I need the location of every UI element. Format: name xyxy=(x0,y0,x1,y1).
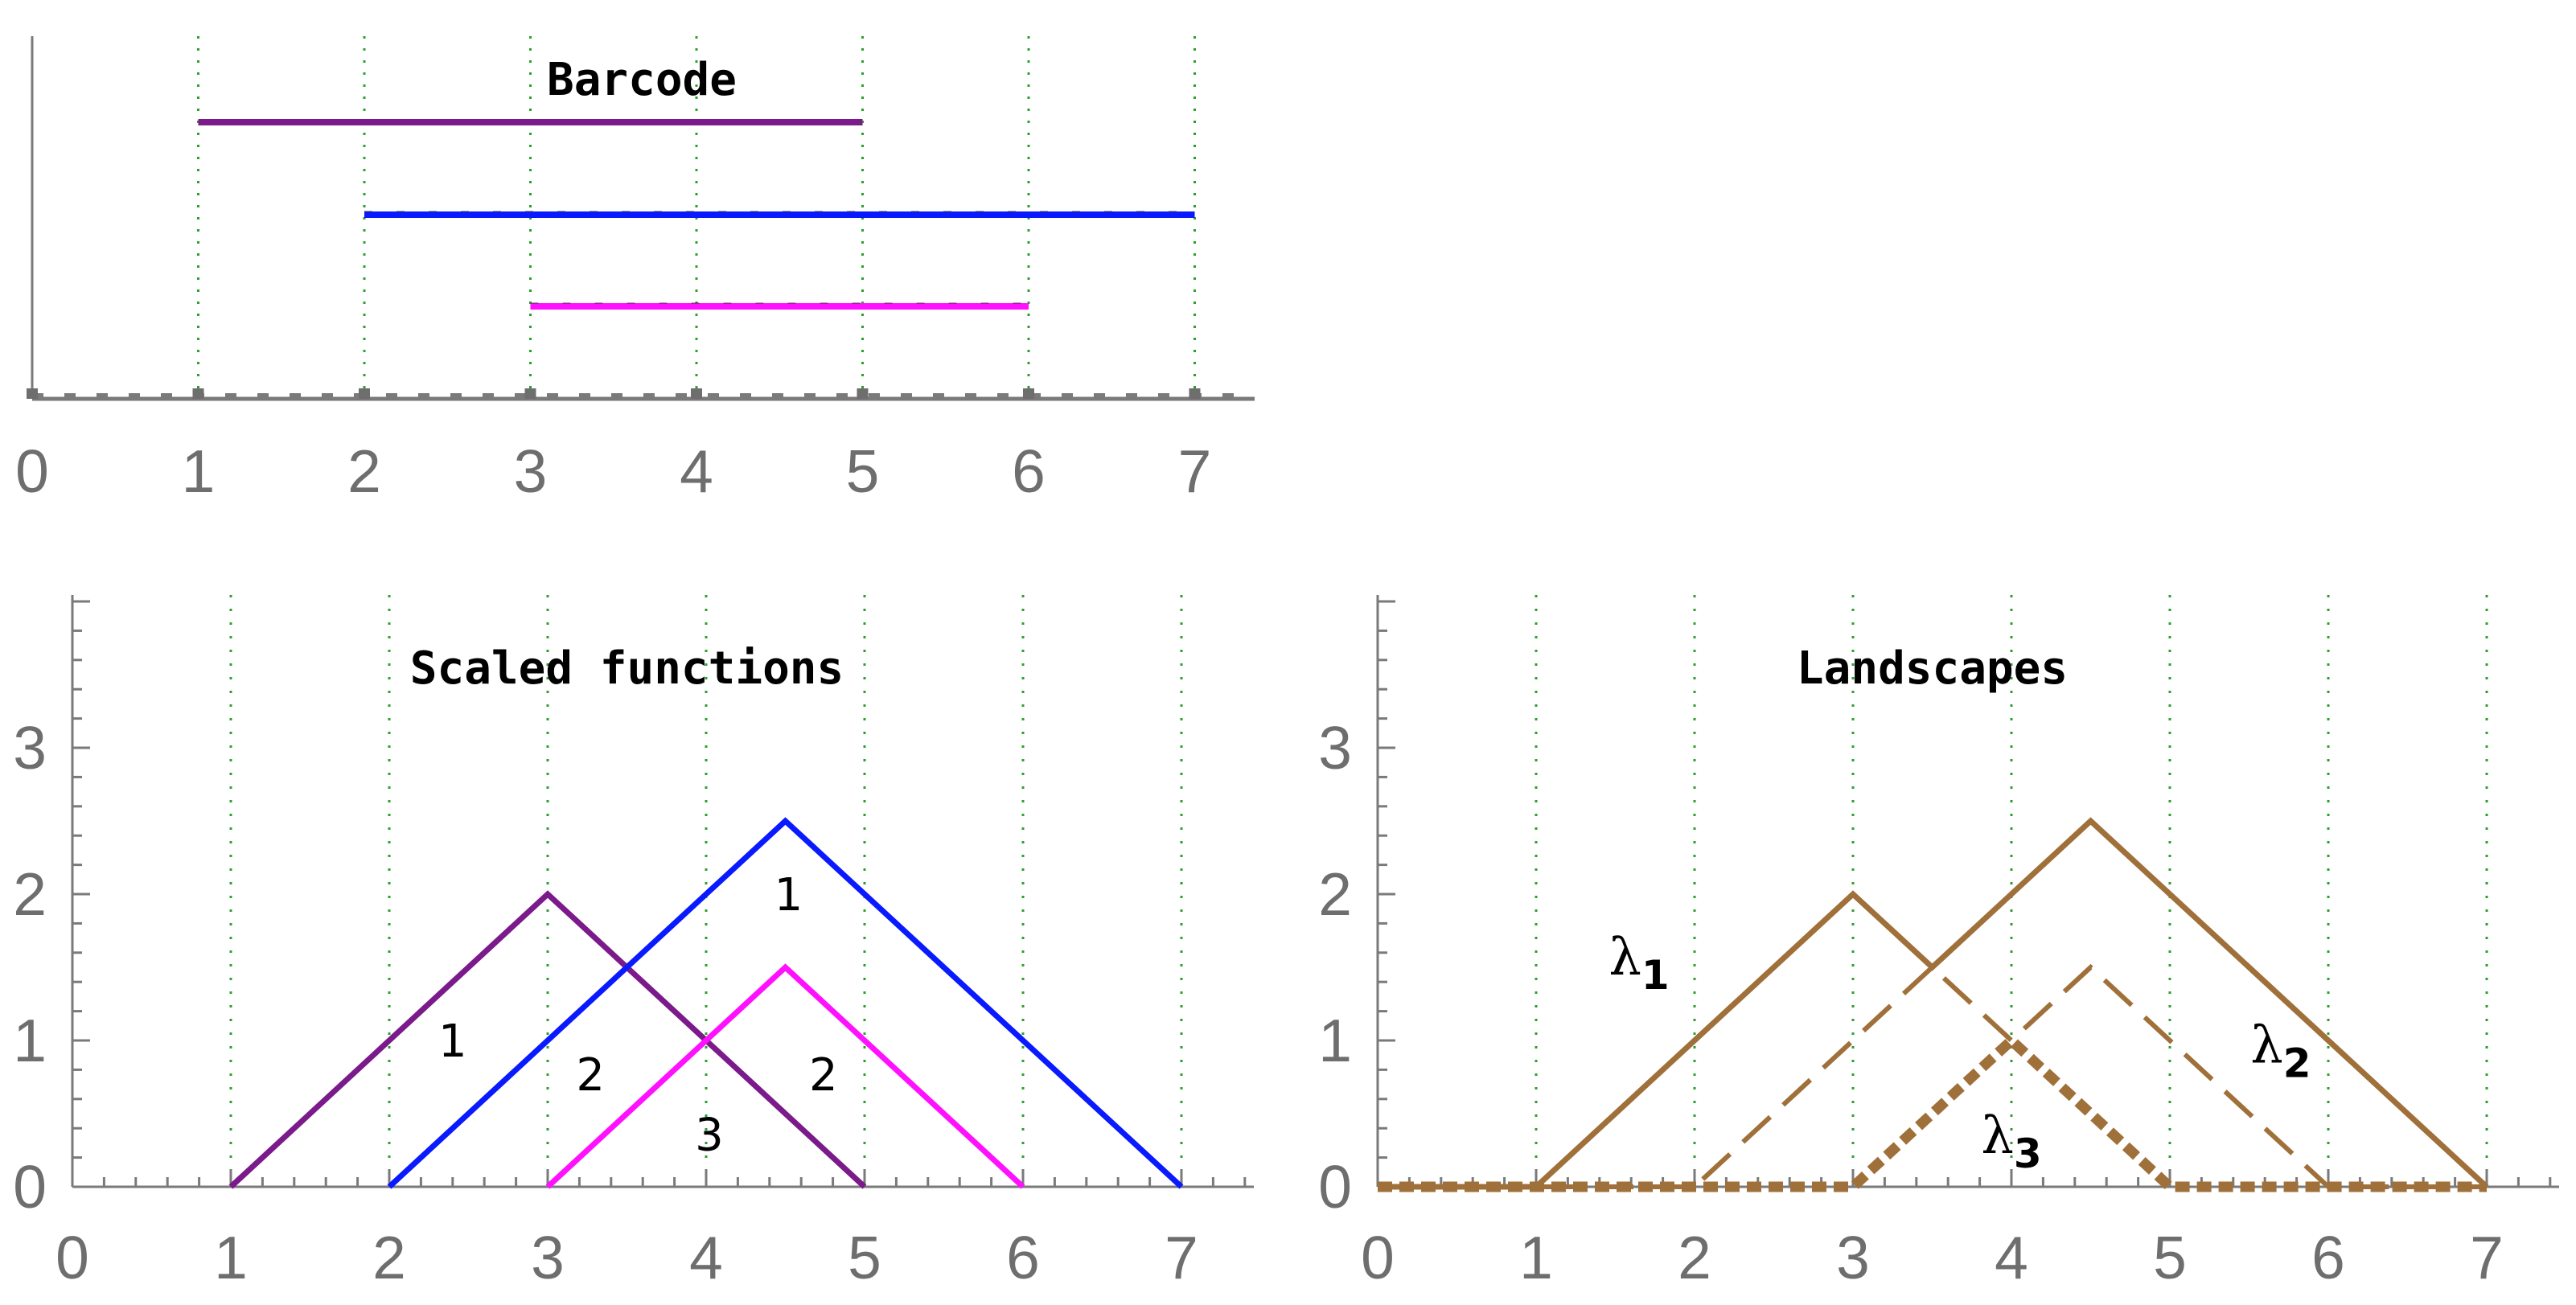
x-tick-label: 0 xyxy=(1361,1224,1395,1291)
x-tick xyxy=(1023,388,1034,399)
x-tick xyxy=(857,388,869,399)
x-tick xyxy=(192,388,204,399)
series-line xyxy=(1378,963,2487,1189)
series-label: λ3 xyxy=(1981,1106,2041,1177)
region-label: 1 xyxy=(438,1016,467,1068)
x-tick-label: 7 xyxy=(1165,1224,1198,1291)
x-tick-label: 6 xyxy=(1006,1224,1040,1291)
x-tick-label: 3 xyxy=(514,437,548,505)
series-label: λ1 xyxy=(1608,928,1669,999)
x-tick-label: 2 xyxy=(1678,1224,1711,1291)
y-tick-label: 3 xyxy=(1318,714,1352,782)
x-tick-label: 2 xyxy=(372,1224,406,1291)
region-label: 2 xyxy=(809,1049,838,1102)
y-tick-label: 1 xyxy=(13,1007,47,1074)
x-tick-label: 3 xyxy=(531,1224,565,1291)
x-tick-label: 2 xyxy=(347,437,381,505)
x-tick-label: 4 xyxy=(689,1224,723,1291)
series-line xyxy=(1378,1033,2487,1192)
x-tick xyxy=(1189,388,1201,399)
region-label: 1 xyxy=(774,869,803,921)
x-tick xyxy=(691,388,702,399)
y-tick-label: 3 xyxy=(13,714,47,782)
x-tick-label: 0 xyxy=(55,1224,89,1291)
x-tick-label: 4 xyxy=(1995,1224,2028,1291)
chart-title: Barcode xyxy=(547,54,737,106)
x-tick xyxy=(27,388,38,399)
x-tick-label: 6 xyxy=(2311,1224,2345,1291)
y-tick-label: 0 xyxy=(13,1153,47,1221)
y-tick-label: 1 xyxy=(1318,1007,1352,1074)
x-tick-label: 5 xyxy=(846,437,880,505)
lambda-subscript: 2 xyxy=(2283,1040,2311,1086)
region-label: 2 xyxy=(576,1049,605,1102)
series-line xyxy=(228,890,867,1189)
x-tick-label: 3 xyxy=(1836,1224,1870,1291)
x-tick xyxy=(524,388,536,399)
lambda-symbol: λ xyxy=(1608,928,1641,987)
lambda-symbol: λ xyxy=(1981,1106,2014,1166)
x-tick xyxy=(359,388,370,399)
scaled-functions-panel: 0 1 2 3 4 5 6 7 0 1 2 3 Scaled functions 1 2 1 2 3 xyxy=(13,595,1254,1291)
series-line xyxy=(545,963,1025,1189)
series-line xyxy=(1378,817,2489,1190)
x-tick-label: 4 xyxy=(680,437,713,505)
chart-title: Scaled functions xyxy=(410,642,844,695)
x-tick-label: 7 xyxy=(2470,1224,2504,1291)
region-label: 3 xyxy=(695,1109,724,1161)
series-line xyxy=(387,817,1184,1189)
lambda-subscript: 3 xyxy=(2014,1131,2042,1177)
y-tick-label: 0 xyxy=(1318,1153,1352,1221)
series-label: λ2 xyxy=(2250,1016,2311,1086)
x-tick-label: 7 xyxy=(1178,437,1212,505)
lambda-symbol: λ xyxy=(2250,1016,2283,1075)
x-tick-label: 1 xyxy=(1519,1224,1553,1291)
x-tick-label: 1 xyxy=(182,437,216,505)
y-tick-label: 2 xyxy=(13,860,47,928)
lambda-subscript: 1 xyxy=(1641,952,1670,999)
x-tick-label: 0 xyxy=(15,437,49,505)
x-tick-label: 5 xyxy=(2153,1224,2187,1291)
x-tick-label: 6 xyxy=(1012,437,1046,505)
chart-title: Landscapes xyxy=(1797,642,2068,695)
x-tick-label: 1 xyxy=(214,1224,248,1291)
x-tick-label: 5 xyxy=(848,1224,881,1291)
y-tick-label: 2 xyxy=(1318,860,1352,928)
barcode-panel: 0 1 2 3 4 5 6 7 Barcode xyxy=(15,36,1255,505)
